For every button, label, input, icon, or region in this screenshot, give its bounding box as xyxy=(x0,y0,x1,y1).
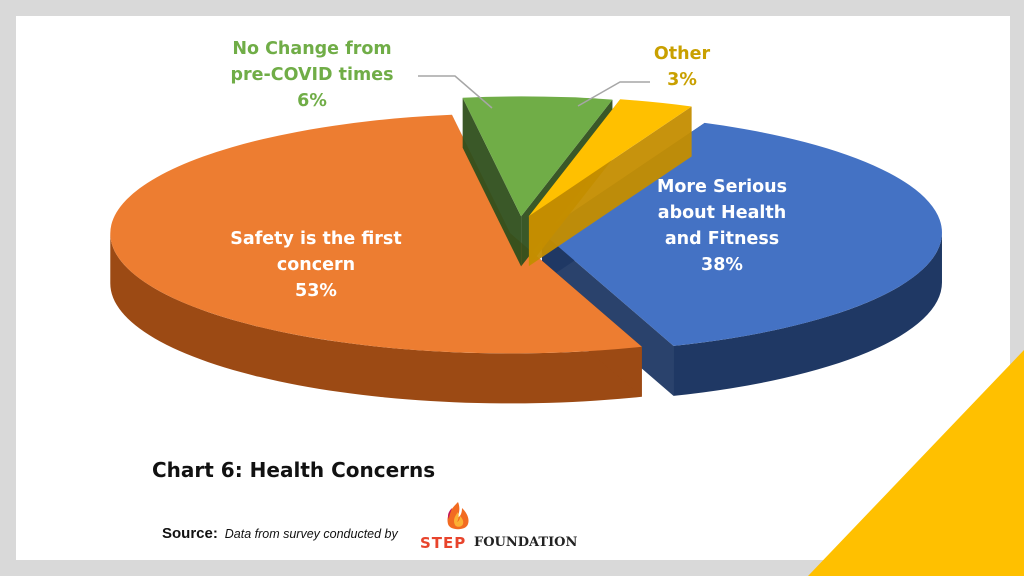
slice-value-label-3: 6% xyxy=(297,91,327,111)
slice-side-1 xyxy=(673,232,942,396)
flame-icon xyxy=(447,502,469,530)
source-text: Data from survey conducted by xyxy=(224,527,398,541)
slice-wall-4-1 xyxy=(528,106,692,267)
slice-label-2: concern xyxy=(277,255,355,275)
slice-wall-3-0 xyxy=(462,97,522,267)
chart-caption: Chart 6: Health Concerns xyxy=(152,458,436,482)
slice-side-2 xyxy=(110,233,642,404)
slice-label-4: Other xyxy=(654,44,711,64)
slice-label-1: and Fitness xyxy=(665,229,779,249)
slice-value-label-1: 38% xyxy=(701,255,743,275)
slice-label-3: pre-COVID times xyxy=(230,65,393,85)
slice-top-2 xyxy=(110,114,642,354)
logo-step-text: STEP xyxy=(420,534,467,552)
slice-2 xyxy=(110,114,642,404)
slice-4 xyxy=(528,99,692,267)
slice-value-label-4: 3% xyxy=(667,70,697,90)
slice-label-3: No Change from xyxy=(232,39,391,59)
source-line: Source: Data from survey conducted by xyxy=(162,525,398,542)
logo-foundation-text: FOUNDATION xyxy=(474,535,578,550)
source-label: Source: xyxy=(162,525,218,542)
leader-line-other xyxy=(577,81,650,107)
slice-top-4 xyxy=(528,99,692,217)
slice-label-1: More Serious xyxy=(657,177,787,197)
slice-value-label-2: 53% xyxy=(295,281,337,301)
slice-label-1: about Health xyxy=(658,203,786,223)
slice-label-2: Safety is the first xyxy=(230,229,401,249)
slice-top-3 xyxy=(462,96,613,217)
step-foundation-logo: STEP FOUNDATION xyxy=(420,498,580,554)
leader-line-no-change xyxy=(418,75,493,109)
